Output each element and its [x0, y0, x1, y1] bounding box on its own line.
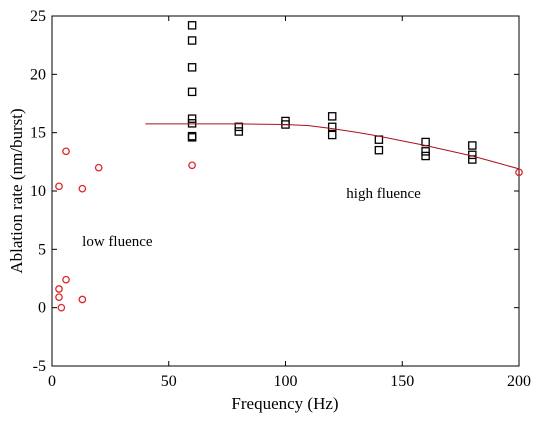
data-point-square — [187, 21, 197, 30]
data-point-circle — [57, 303, 66, 312]
data-point-square — [468, 141, 477, 150]
data-point-square — [327, 130, 337, 140]
data-point-square — [187, 114, 197, 123]
data-point-circle — [78, 184, 87, 193]
x-tick-label: 200 — [507, 373, 531, 390]
data-point-square — [234, 127, 244, 136]
y-tick-label: 15 — [30, 125, 46, 142]
y-tick-label: 0 — [38, 300, 46, 317]
data-point-square — [187, 87, 197, 97]
y-axis-label: Ablation rate (nm/burst) — [7, 108, 26, 273]
data-point-circle — [62, 275, 70, 284]
y-tick-label: -5 — [33, 358, 46, 375]
x-tick-label: 0 — [48, 373, 56, 390]
y-tick-label: 25 — [30, 8, 46, 25]
data-point-square — [187, 133, 197, 142]
data-point-square — [234, 122, 244, 132]
data-point-circle — [62, 147, 70, 156]
data-point-circle — [55, 182, 63, 191]
x-axis-label: Frequency (Hz) — [231, 394, 338, 413]
data-point-square — [421, 151, 430, 161]
data-point-square — [327, 112, 337, 121]
x-tick-label: 50 — [161, 373, 177, 390]
data-point-square — [327, 122, 337, 132]
data-point-square — [187, 119, 197, 128]
data-layer — [55, 21, 523, 312]
data-point-circle — [55, 293, 63, 302]
y-tick-label: 20 — [30, 66, 46, 83]
x-tick-label: 100 — [274, 373, 298, 390]
y-tick-label: 5 — [38, 241, 46, 258]
annotation-label: high fluence — [346, 186, 421, 202]
fit-curve — [145, 123, 520, 170]
annotations: high fluence low fluence — [82, 186, 421, 250]
data-point-square — [187, 36, 197, 45]
data-point-circle — [188, 161, 196, 170]
annotation-label: low fluence — [82, 234, 153, 250]
y-tick-label: 10 — [30, 183, 46, 200]
data-point-circle — [78, 295, 87, 304]
data-point-circle — [55, 285, 63, 293]
plot-area — [51, 15, 520, 367]
data-point-circle — [94, 163, 103, 172]
data-point-square — [421, 147, 430, 156]
data-point-circle — [515, 168, 523, 177]
data-point-square — [187, 63, 197, 72]
data-point-square — [374, 145, 384, 155]
x-tick-label: 150 — [390, 373, 414, 390]
